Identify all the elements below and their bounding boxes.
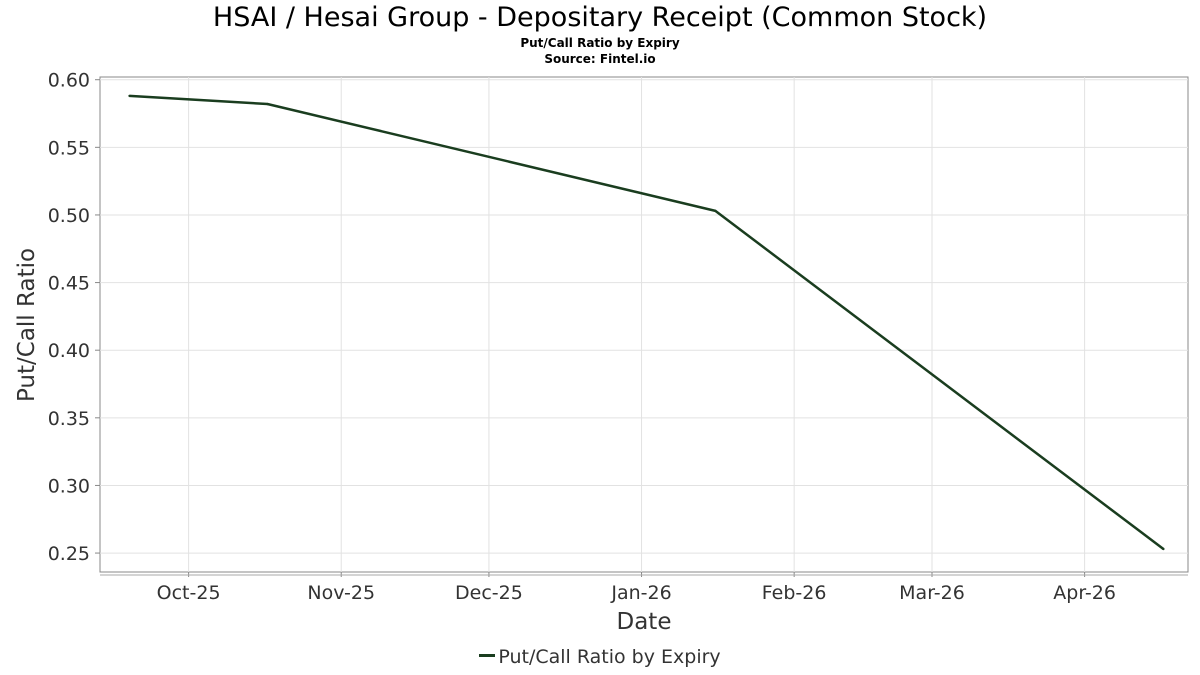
- series-line: [129, 94, 1165, 550]
- y-tick-label: 0.35: [48, 408, 90, 430]
- legend-swatch: [479, 654, 496, 657]
- y-tick-label: 0.30: [48, 475, 90, 497]
- y-tick-label: 0.50: [48, 205, 90, 227]
- data-point: [1162, 547, 1165, 551]
- y-axis-label: Put/Call Ratio: [14, 248, 40, 402]
- y-tick-label: 0.60: [48, 70, 90, 92]
- x-axis-label: Date: [617, 609, 672, 635]
- series-layer: [128, 94, 1165, 551]
- chart-title: HSAI / Hesai Group - Depositary Receipt …: [212, 2, 988, 33]
- data-point: [714, 209, 717, 213]
- y-tick-label: 0.25: [48, 543, 90, 565]
- chart-legend: Put/Call Ratio by Expiry: [0, 646, 1200, 668]
- chart-subtitle: Put/Call Ratio by Expiry: [520, 36, 680, 50]
- data-point: [266, 102, 269, 106]
- x-tick-label: Nov-25: [307, 582, 375, 604]
- plot-area: [99, 76, 1189, 573]
- y-tick-label: 0.40: [48, 340, 90, 362]
- chart-source: Source: Fintel.io: [544, 52, 656, 66]
- x-tick-label: Feb-26: [762, 582, 827, 604]
- x-tick-label: Mar-26: [899, 582, 965, 604]
- legend-label: Put/Call Ratio by Expiry: [498, 646, 721, 668]
- x-tick-label: Oct-25: [157, 582, 221, 604]
- axis-layer: 0.60 0.55 0.50 0.45 0.40 0.35 0.30 0.25 Oct-25 No…: [48, 70, 1188, 604]
- y-tick-label: 0.55: [48, 137, 90, 159]
- y-tick-label: 0.45: [48, 273, 90, 295]
- grid-layer: [100, 77, 1188, 572]
- x-tick-label: Apr-26: [1053, 582, 1116, 604]
- x-tick-label: Jan-26: [610, 582, 671, 604]
- x-tick-label: Dec-25: [455, 582, 523, 604]
- data-point: [128, 94, 131, 98]
